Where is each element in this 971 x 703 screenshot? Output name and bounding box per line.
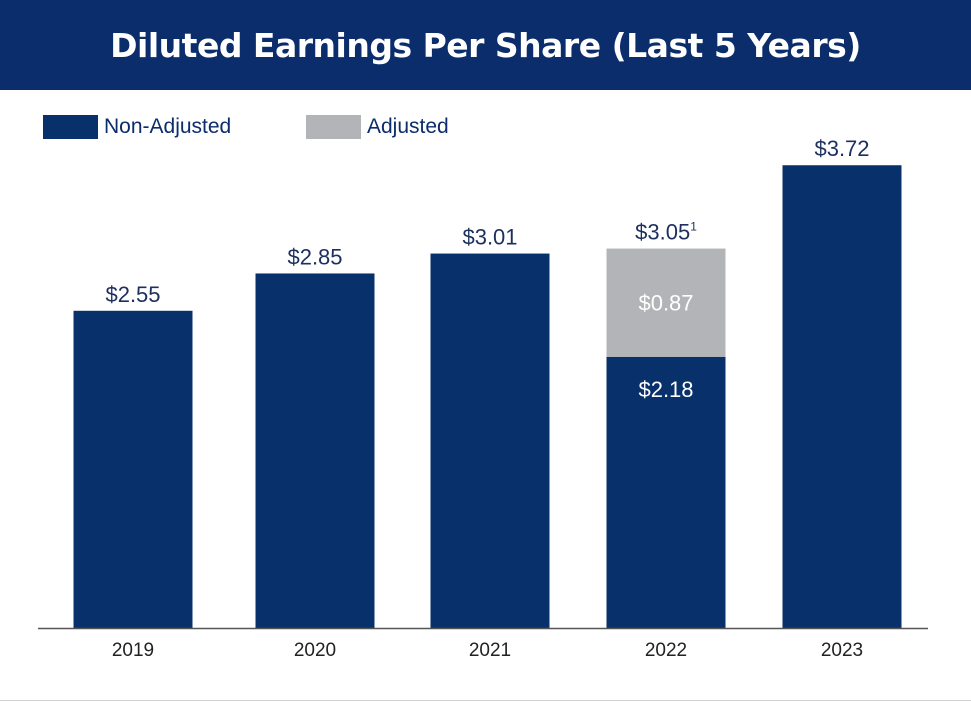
bar-non-adjusted-2022	[606, 356, 726, 628]
x-tick-label-2020: 2020	[294, 640, 336, 661]
bar-non-adjusted-2019	[73, 310, 193, 628]
footnote-marker-2022: 1	[690, 220, 697, 234]
data-label-total-2020: $2.85	[287, 244, 342, 269]
legend-swatch-non-adjusted	[43, 115, 98, 139]
bottom-divider	[0, 700, 971, 701]
legend-item-adjusted: Adjusted	[306, 113, 449, 141]
segment-label-non-adjusted-2022: $2.18	[638, 377, 693, 402]
legend-item-non-adjusted: Non-Adjusted	[43, 113, 231, 141]
legend-label-non-adjusted: Non-Adjusted	[104, 115, 232, 138]
bar-non-adjusted-2020	[255, 273, 375, 628]
x-tick-label-2023: 2023	[821, 640, 863, 661]
chart-header: Diluted Earnings Per Share (Last 5 Years…	[0, 0, 971, 90]
bar-non-adjusted-2023	[782, 165, 902, 628]
data-label-total-2022: $3.051	[635, 220, 697, 245]
data-label-total-2023: $3.72	[814, 136, 869, 161]
x-tick-label-2021: 2021	[469, 640, 511, 661]
bar-adjusted-2022	[606, 248, 726, 357]
segment-label-adjusted-2022: $0.87	[638, 291, 693, 316]
data-label-total-2021: $3.01	[462, 225, 517, 250]
x-tick-label-2022: 2022	[645, 640, 687, 661]
bar-non-adjusted-2021	[430, 253, 550, 628]
chart-title: Diluted Earnings Per Share (Last 5 Years…	[110, 25, 861, 65]
legend-swatch-adjusted	[306, 115, 361, 139]
x-tick-label-2019: 2019	[112, 640, 154, 661]
data-label-total-2019: $2.55	[105, 282, 160, 307]
legend-label-adjusted: Adjusted	[367, 115, 449, 138]
